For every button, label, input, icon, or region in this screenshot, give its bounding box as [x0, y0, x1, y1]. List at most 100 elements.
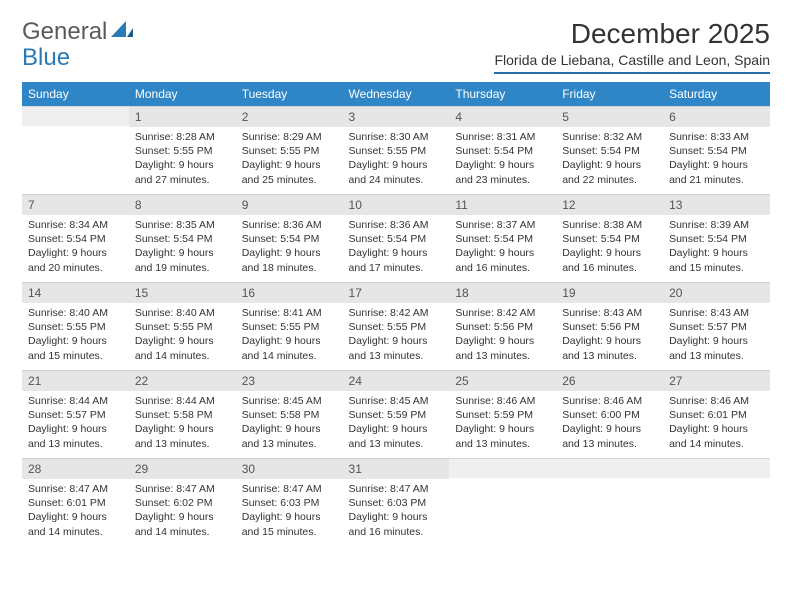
day-info-line: Sunset: 6:01 PM: [669, 408, 764, 422]
day-info-line: Sunset: 5:54 PM: [242, 232, 337, 246]
calendar-week-row: 21Sunrise: 8:44 AMSunset: 5:57 PMDayligh…: [22, 370, 770, 458]
day-info-line: Sunset: 5:54 PM: [562, 144, 657, 158]
day-body: Sunrise: 8:40 AMSunset: 5:55 PMDaylight:…: [129, 303, 236, 369]
day-body: Sunrise: 8:44 AMSunset: 5:58 PMDaylight:…: [129, 391, 236, 457]
page-header: General December 2025 Florida de Liebana…: [22, 18, 770, 74]
calendar-day-cell: 31Sunrise: 8:47 AMSunset: 6:03 PMDayligh…: [343, 458, 450, 546]
calendar-day-cell: 16Sunrise: 8:41 AMSunset: 5:55 PMDayligh…: [236, 282, 343, 370]
day-info-line: Sunrise: 8:36 AM: [349, 218, 444, 232]
calendar-day-cell: 2Sunrise: 8:29 AMSunset: 5:55 PMDaylight…: [236, 106, 343, 194]
day-info-line: and 13 minutes.: [28, 437, 123, 451]
day-info-line: Sunset: 6:00 PM: [562, 408, 657, 422]
day-number: [449, 458, 556, 478]
day-info-line: Daylight: 9 hours: [349, 510, 444, 524]
day-info-line: Sunrise: 8:43 AM: [669, 306, 764, 320]
day-info-line: and 16 minutes.: [562, 261, 657, 275]
day-info-line: Sunrise: 8:47 AM: [242, 482, 337, 496]
day-info-line: Sunrise: 8:36 AM: [242, 218, 337, 232]
day-number: 20: [663, 282, 770, 303]
day-info-line: Sunrise: 8:34 AM: [28, 218, 123, 232]
day-info-line: Sunset: 5:54 PM: [669, 232, 764, 246]
calendar-day-cell: 23Sunrise: 8:45 AMSunset: 5:58 PMDayligh…: [236, 370, 343, 458]
calendar-day-cell: 21Sunrise: 8:44 AMSunset: 5:57 PMDayligh…: [22, 370, 129, 458]
day-info-line: Sunrise: 8:41 AM: [242, 306, 337, 320]
day-body: Sunrise: 8:41 AMSunset: 5:55 PMDaylight:…: [236, 303, 343, 369]
day-info-line: Sunrise: 8:44 AM: [28, 394, 123, 408]
day-body: Sunrise: 8:45 AMSunset: 5:59 PMDaylight:…: [343, 391, 450, 457]
calendar-day-cell: 22Sunrise: 8:44 AMSunset: 5:58 PMDayligh…: [129, 370, 236, 458]
day-info-line: Sunset: 5:56 PM: [562, 320, 657, 334]
day-info-line: Sunset: 5:55 PM: [28, 320, 123, 334]
day-info-line: and 13 minutes.: [455, 437, 550, 451]
brand-word1: General: [22, 18, 107, 46]
day-info-line: Sunrise: 8:29 AM: [242, 130, 337, 144]
day-info-line: Sunset: 5:57 PM: [28, 408, 123, 422]
day-info-line: Sunrise: 8:46 AM: [562, 394, 657, 408]
day-number: 2: [236, 106, 343, 127]
day-info-line: Daylight: 9 hours: [669, 334, 764, 348]
day-body: Sunrise: 8:29 AMSunset: 5:55 PMDaylight:…: [236, 127, 343, 193]
day-number: 18: [449, 282, 556, 303]
page-subtitle: Florida de Liebana, Castille and Leon, S…: [494, 52, 770, 74]
day-number: 5: [556, 106, 663, 127]
brand-sail-icon: [111, 18, 133, 46]
day-body: Sunrise: 8:36 AMSunset: 5:54 PMDaylight:…: [236, 215, 343, 281]
day-info-line: Daylight: 9 hours: [562, 158, 657, 172]
day-body: Sunrise: 8:37 AMSunset: 5:54 PMDaylight:…: [449, 215, 556, 281]
day-body: Sunrise: 8:40 AMSunset: 5:55 PMDaylight:…: [22, 303, 129, 369]
day-info-line: Daylight: 9 hours: [242, 510, 337, 524]
day-number: 8: [129, 194, 236, 215]
day-info-line: Sunset: 5:55 PM: [135, 320, 230, 334]
day-info-line: Daylight: 9 hours: [242, 246, 337, 260]
day-info-line: Daylight: 9 hours: [349, 422, 444, 436]
day-info-line: Daylight: 9 hours: [135, 158, 230, 172]
day-info-line: and 23 minutes.: [455, 173, 550, 187]
day-number: 13: [663, 194, 770, 215]
day-body: Sunrise: 8:43 AMSunset: 5:56 PMDaylight:…: [556, 303, 663, 369]
day-info-line: and 22 minutes.: [562, 173, 657, 187]
day-info-line: Sunrise: 8:28 AM: [135, 130, 230, 144]
day-info-line: and 14 minutes.: [135, 525, 230, 539]
day-number: 11: [449, 194, 556, 215]
brand-word2-wrap: Blue: [22, 44, 70, 72]
calendar-day-cell: 14Sunrise: 8:40 AMSunset: 5:55 PMDayligh…: [22, 282, 129, 370]
day-number: 19: [556, 282, 663, 303]
calendar-day-cell: 25Sunrise: 8:46 AMSunset: 5:59 PMDayligh…: [449, 370, 556, 458]
calendar-week-row: 14Sunrise: 8:40 AMSunset: 5:55 PMDayligh…: [22, 282, 770, 370]
day-info-line: and 14 minutes.: [242, 349, 337, 363]
day-body: Sunrise: 8:36 AMSunset: 5:54 PMDaylight:…: [343, 215, 450, 281]
day-number: 1: [129, 106, 236, 127]
day-body: Sunrise: 8:39 AMSunset: 5:54 PMDaylight:…: [663, 215, 770, 281]
day-info-line: Sunrise: 8:30 AM: [349, 130, 444, 144]
day-info-line: and 18 minutes.: [242, 261, 337, 275]
day-info-line: and 21 minutes.: [669, 173, 764, 187]
calendar-day-cell: 20Sunrise: 8:43 AMSunset: 5:57 PMDayligh…: [663, 282, 770, 370]
day-info-line: and 16 minutes.: [455, 261, 550, 275]
calendar-week-row: 7Sunrise: 8:34 AMSunset: 5:54 PMDaylight…: [22, 194, 770, 282]
weekday-header-row: Sunday Monday Tuesday Wednesday Thursday…: [22, 82, 770, 106]
day-body: Sunrise: 8:28 AMSunset: 5:55 PMDaylight:…: [129, 127, 236, 193]
day-info-line: Daylight: 9 hours: [28, 510, 123, 524]
day-number: 3: [343, 106, 450, 127]
day-number: [22, 106, 129, 126]
calendar-day-cell: 7Sunrise: 8:34 AMSunset: 5:54 PMDaylight…: [22, 194, 129, 282]
day-info-line: Daylight: 9 hours: [135, 510, 230, 524]
day-info-line: Daylight: 9 hours: [455, 246, 550, 260]
day-number: [663, 458, 770, 478]
day-info-line: Daylight: 9 hours: [135, 334, 230, 348]
day-number: 22: [129, 370, 236, 391]
day-number: 16: [236, 282, 343, 303]
weekday-header: Tuesday: [236, 82, 343, 106]
day-info-line: Sunrise: 8:47 AM: [28, 482, 123, 496]
day-info-line: Sunrise: 8:40 AM: [135, 306, 230, 320]
day-info-line: Daylight: 9 hours: [562, 422, 657, 436]
day-info-line: Daylight: 9 hours: [562, 334, 657, 348]
day-info-line: Sunrise: 8:42 AM: [349, 306, 444, 320]
day-info-line: Sunrise: 8:38 AM: [562, 218, 657, 232]
day-body: Sunrise: 8:47 AMSunset: 6:02 PMDaylight:…: [129, 479, 236, 545]
day-body: Sunrise: 8:31 AMSunset: 5:54 PMDaylight:…: [449, 127, 556, 193]
day-number: 9: [236, 194, 343, 215]
calendar-day-cell: 24Sunrise: 8:45 AMSunset: 5:59 PMDayligh…: [343, 370, 450, 458]
day-info-line: Sunrise: 8:42 AM: [455, 306, 550, 320]
day-info-line: Daylight: 9 hours: [28, 246, 123, 260]
